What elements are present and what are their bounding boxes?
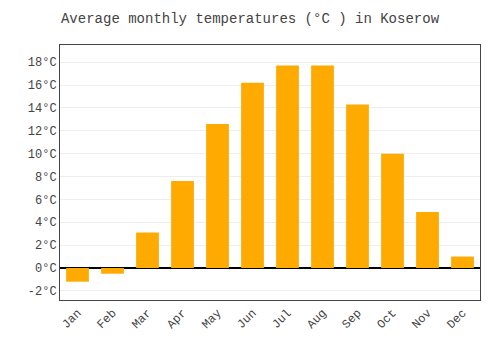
svg-text:0°C: 0°C xyxy=(35,262,57,276)
svg-text:Dec: Dec xyxy=(444,307,469,332)
svg-text:Aug: Aug xyxy=(304,307,329,332)
svg-text:4°C: 4°C xyxy=(35,216,57,230)
svg-text:Apr: Apr xyxy=(164,307,189,332)
svg-text:Feb: Feb xyxy=(94,307,119,332)
svg-text:8°C: 8°C xyxy=(35,171,57,185)
svg-text:Oct: Oct xyxy=(374,307,399,332)
svg-text:2°C: 2°C xyxy=(35,239,57,253)
svg-text:Average monthly temperatures (: Average monthly temperatures (°C ) in Ko… xyxy=(61,11,440,27)
svg-text:18°C: 18°C xyxy=(28,56,57,70)
svg-text:Nov: Nov xyxy=(409,307,434,332)
svg-text:Jul: Jul xyxy=(269,307,294,332)
svg-text:Mar: Mar xyxy=(129,307,154,332)
svg-text:Sep: Sep xyxy=(339,307,364,332)
svg-text:May: May xyxy=(199,307,224,332)
svg-text:16°C: 16°C xyxy=(28,79,57,93)
svg-text:Jan: Jan xyxy=(59,307,84,332)
svg-text:Jun: Jun xyxy=(234,307,259,332)
svg-text:-2°C: -2°C xyxy=(28,285,57,299)
svg-text:6°C: 6°C xyxy=(35,194,57,208)
svg-text:10°C: 10°C xyxy=(28,148,57,162)
svg-text:14°C: 14°C xyxy=(28,102,57,116)
svg-text:12°C: 12°C xyxy=(28,125,57,139)
